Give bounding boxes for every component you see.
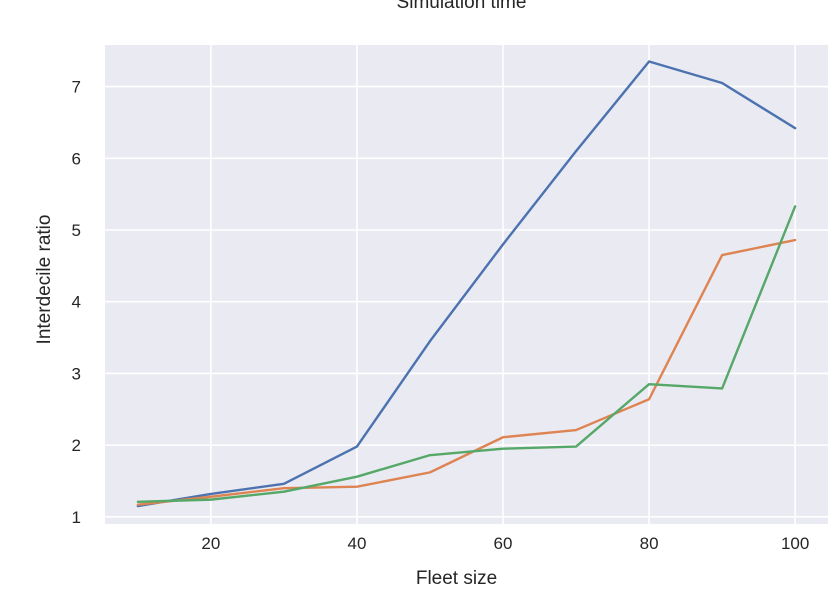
x-tick-label: 60: [494, 534, 513, 553]
y-tick-label: 1: [72, 508, 81, 527]
y-tick-label: 2: [72, 436, 81, 455]
x-tick-label: 20: [201, 534, 220, 553]
y-axis-label: Interdecile ratio: [34, 215, 55, 345]
series-line-3: [136, 205, 797, 503]
x-tick-label: 40: [347, 534, 366, 553]
y-tick-label: 5: [72, 221, 81, 240]
y-tick-labels: 1 2 3 4 5 6 7: [72, 78, 81, 527]
series-lines: [136, 60, 797, 508]
y-tick-label: 7: [72, 78, 81, 97]
series-line-1: [136, 60, 797, 508]
y-tick-label: 4: [72, 293, 81, 312]
x-tick-label: 80: [640, 534, 659, 553]
x-axis-label: Fleet size: [416, 568, 497, 589]
series-line-2: [136, 238, 797, 506]
y-tick-label: 3: [72, 364, 81, 383]
y-gridlines: [105, 85, 828, 518]
x-gridlines: [210, 45, 796, 524]
y-tick-label: 6: [72, 149, 81, 168]
x-tick-labels: 20 40 60 80 100: [201, 534, 809, 553]
chart-title: Simulation time: [397, 0, 527, 13]
x-tick-label: 100: [781, 534, 809, 553]
